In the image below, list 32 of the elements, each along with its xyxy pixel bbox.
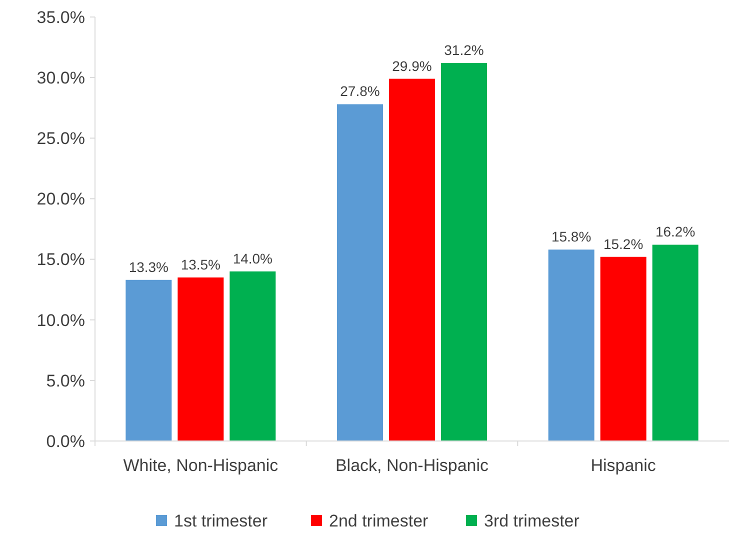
bar	[389, 78, 435, 441]
data-label: 27.8%	[340, 83, 380, 100]
data-label: 13.5%	[180, 256, 221, 272]
bar	[337, 104, 383, 441]
y-tick-label: 30.0%	[36, 68, 85, 88]
bar	[548, 250, 594, 441]
y-tick-label: 5.0%	[46, 371, 85, 390]
y-tick-label: 0.0%	[46, 432, 85, 451]
data-label: 31.2%	[444, 42, 484, 58]
data-label: 15.2%	[603, 236, 644, 252]
y-tick-label: 20.0%	[36, 190, 85, 209]
y-tick-label: 15.0%	[36, 250, 85, 270]
y-tick-label: 35.0%	[36, 8, 85, 27]
bar	[178, 277, 224, 441]
data-label: 16.2%	[655, 224, 696, 240]
data-label: 15.8%	[551, 228, 592, 245]
legend-label: 3rd trimester	[484, 511, 580, 530]
x-tick-label: Hispanic	[590, 456, 656, 475]
y-tick-label: 10.0%	[36, 310, 85, 330]
data-label: 29.9%	[392, 58, 432, 74]
legend-label: 1st trimester	[174, 511, 268, 530]
bar	[600, 256, 646, 441]
legend-label: 2nd trimester	[329, 511, 429, 530]
x-tick-label: Black, Non-Hispanic	[335, 456, 490, 475]
x-tick-label: White, Non-Hispanic	[123, 456, 279, 475]
bar	[126, 280, 172, 441]
data-label: 13.3%	[128, 258, 169, 275]
bar	[230, 271, 276, 441]
data-label: 14.0%	[232, 250, 273, 266]
bar	[441, 63, 487, 441]
y-tick-label: 25.0%	[36, 129, 85, 148]
bar	[652, 244, 698, 441]
